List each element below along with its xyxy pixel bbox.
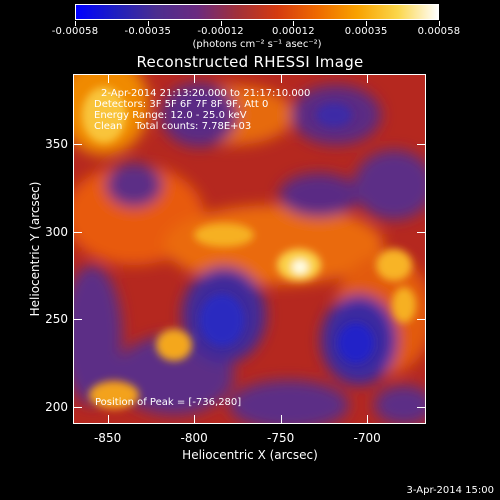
plot-timestamp: 3-Apr-2014 15:00: [406, 485, 494, 496]
method-counts-annotation: Clean Total counts: 7.78E+03: [94, 121, 252, 132]
y-tick-mark: [417, 231, 425, 233]
plot-title: Reconstructed RHESSI Image: [136, 53, 364, 71]
x-tick-label: -750: [267, 431, 295, 445]
x-tick-mark: [107, 415, 109, 423]
x-tick-mark: [194, 415, 196, 423]
y-tick-label: 250: [45, 312, 68, 326]
x-tick-mark: [367, 415, 369, 423]
colorbar-tick: [220, 21, 222, 26]
colorbar-tick: [147, 21, 149, 26]
y-tick-mark: [74, 319, 82, 320]
y-tick-label: 200: [45, 399, 68, 414]
y-tick-label: 350: [45, 137, 68, 151]
rhessi-image: 2-Apr-2014 21:13:20.000 to 21:17:10.000 …: [73, 74, 426, 424]
y-tick-mark: [74, 144, 82, 145]
colorbar-tick-label: 0.00035: [344, 26, 388, 37]
x-tick-mark: [194, 75, 196, 83]
colorbar-tick-label: -0.00035: [124, 26, 172, 37]
x-tick-mark: [107, 75, 109, 83]
colorbar: [75, 4, 439, 20]
colorbar-tick: [439, 21, 440, 26]
colorbar-tick-label: 0.00012: [272, 26, 315, 37]
detectors-annotation: Detectors: 3F 5F 6F 7F 8F 9F, Att 0: [94, 99, 269, 110]
colorbar-tick: [75, 21, 76, 26]
x-tick-label: -850: [93, 431, 122, 445]
y-tick-mark: [74, 406, 82, 408]
colorbar-tick-label: -0.00058: [51, 26, 99, 37]
x-axis-label: Heliocentric X (arcsec): [182, 448, 318, 462]
colorbar-tick-label: -0.00012: [197, 26, 244, 37]
colorbar-tick: [366, 21, 368, 26]
y-tick-mark: [417, 319, 425, 320]
colorbar-units-label: (photons cm⁻² s⁻¹ asec⁻²): [192, 39, 322, 50]
time-range-annotation: 2-Apr-2014 21:13:20.000 to 21:17:10.000: [101, 88, 311, 99]
x-tick-mark: [280, 415, 282, 423]
colorbar-tick-label: 0.00058: [417, 26, 461, 37]
x-tick-mark: [280, 75, 282, 83]
y-tick-label: 300: [45, 224, 68, 239]
y-tick-mark: [74, 231, 82, 233]
peak-position-annotation: Position of Peak = [-736,280]: [95, 397, 242, 408]
x-tick-mark: [367, 75, 369, 83]
y-axis-label: Heliocentric Y (arcsec): [28, 181, 42, 317]
y-tick-mark: [417, 406, 425, 408]
colorbar-tick: [293, 21, 295, 26]
energy-range-annotation: Energy Range: 12.0 - 25.0 keV: [94, 110, 247, 121]
y-tick-mark: [417, 144, 425, 145]
x-tick-label: -700: [353, 431, 381, 445]
x-tick-label: -800: [180, 431, 208, 445]
